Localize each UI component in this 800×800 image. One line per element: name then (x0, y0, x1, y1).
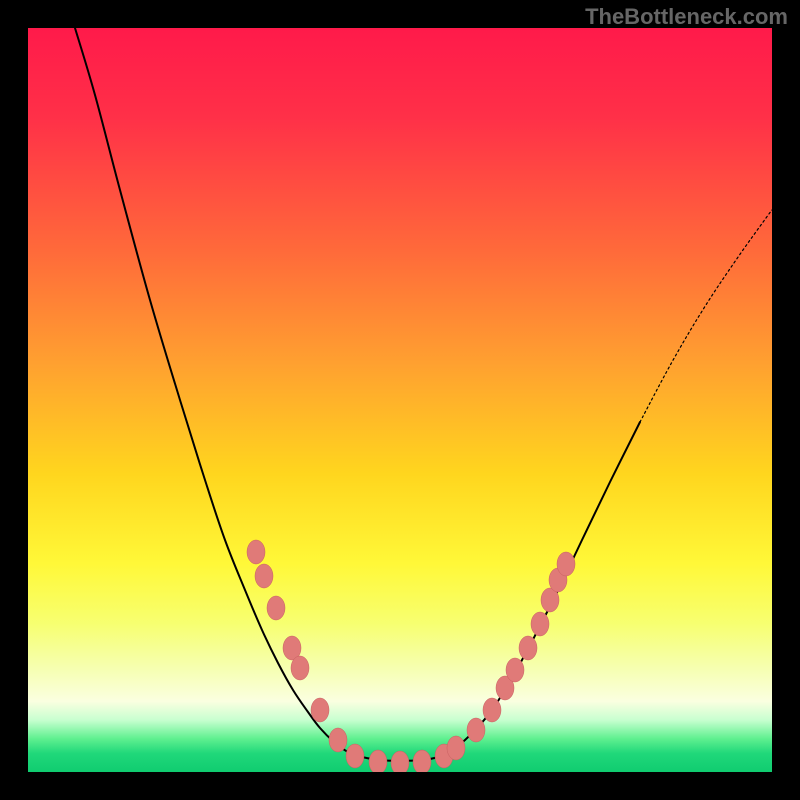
marker-point (467, 718, 485, 742)
marker-point (447, 736, 465, 760)
marker-point (413, 750, 431, 774)
marker-point (267, 596, 285, 620)
marker-point (557, 552, 575, 576)
bottleneck-curve-chart: TheBottleneck.com (0, 0, 800, 800)
marker-point (247, 540, 265, 564)
marker-point (369, 750, 387, 774)
marker-point (483, 698, 501, 722)
marker-point (311, 698, 329, 722)
chart-container: TheBottleneck.com (0, 0, 800, 800)
marker-point (346, 744, 364, 768)
marker-point (255, 564, 273, 588)
marker-point (291, 656, 309, 680)
marker-point (329, 728, 347, 752)
marker-point (391, 751, 409, 775)
marker-point (519, 636, 537, 660)
watermark-text: TheBottleneck.com (585, 4, 788, 29)
marker-point (506, 658, 524, 682)
plot-area (28, 28, 772, 772)
marker-point (531, 612, 549, 636)
